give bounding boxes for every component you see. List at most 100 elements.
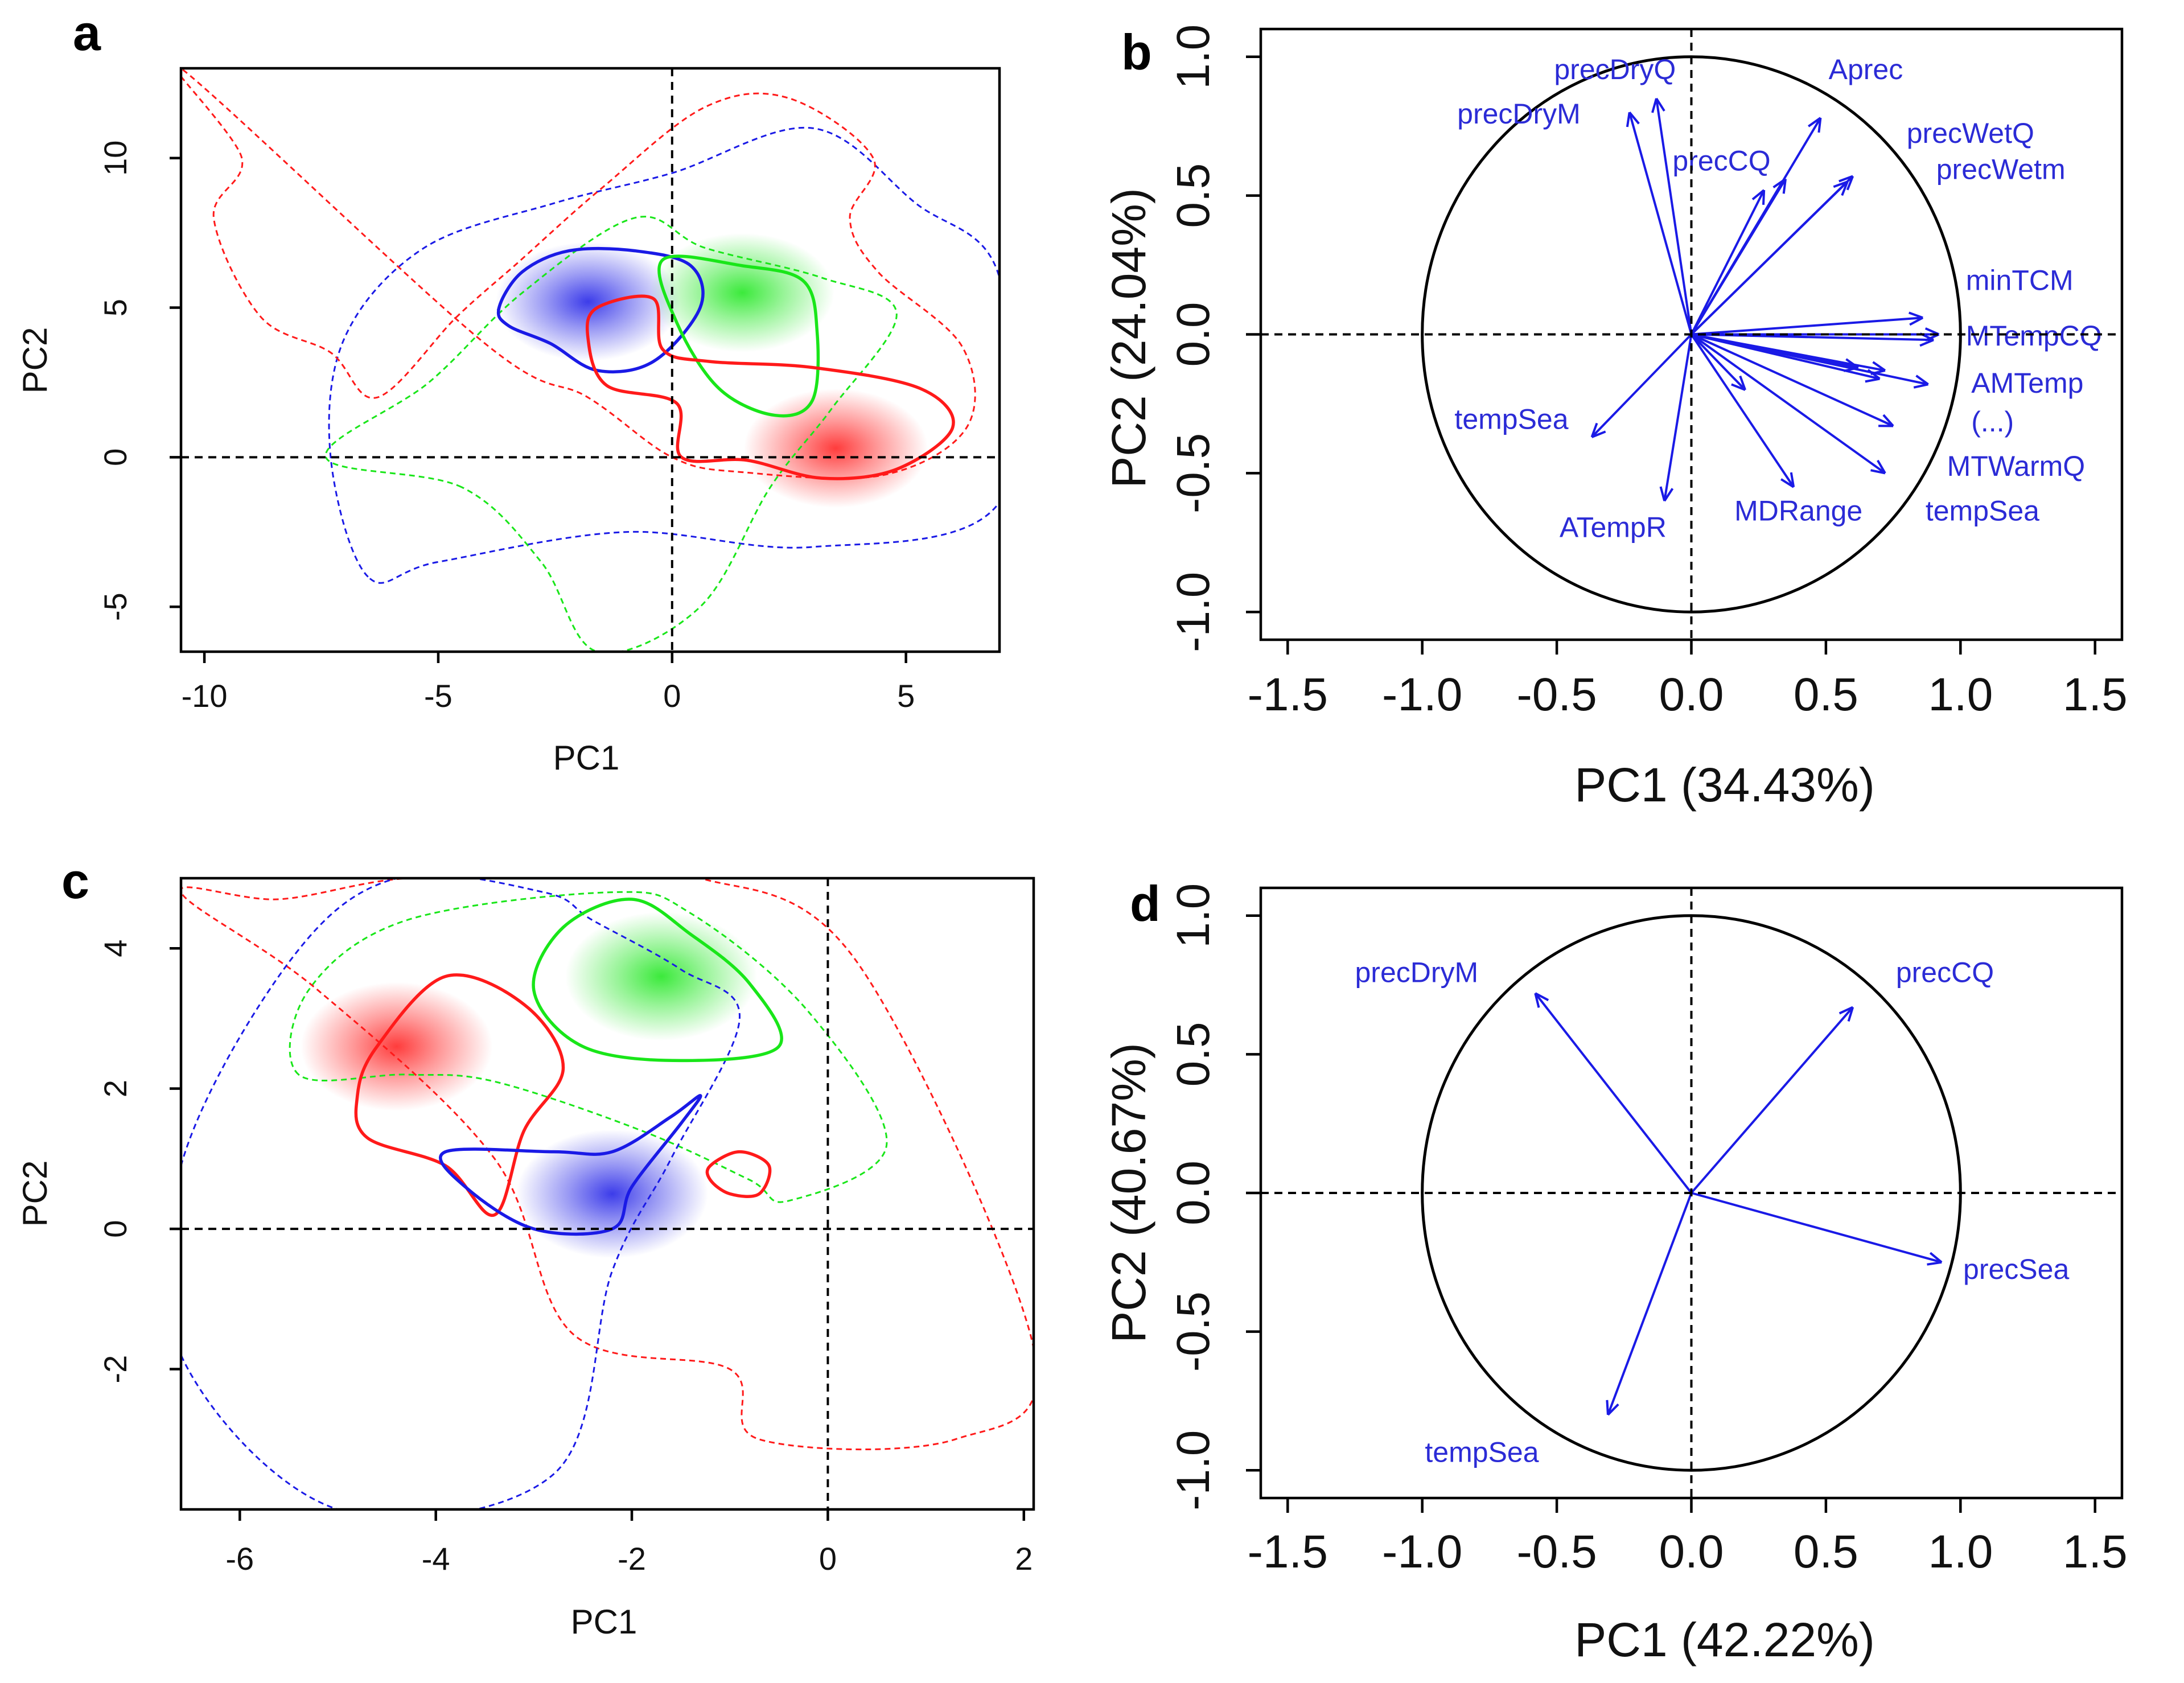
x-tick-label: 0.0 xyxy=(1659,669,1724,721)
y-tick-label: 10 xyxy=(97,141,133,176)
loading-arrow-v17 xyxy=(1691,334,1746,391)
panel-letter-c: c xyxy=(61,853,89,909)
red-density-shading xyxy=(743,389,928,508)
arrowhead-Aprec xyxy=(1808,117,1822,133)
y-tick-label: 1.0 xyxy=(1167,24,1219,89)
variable-label: precDryQ xyxy=(1554,54,1676,85)
loading-arrow-v7 xyxy=(1690,178,1787,335)
y-tick-label: -5 xyxy=(97,592,133,621)
variable-label: tempSea xyxy=(1425,1437,1539,1468)
arrowhead-precWetQ xyxy=(1838,175,1854,191)
x-axis-title: PC1 (34.43%) xyxy=(1574,758,1875,812)
arrowhead-precCQ xyxy=(1838,1006,1854,1022)
red-niche-contour xyxy=(354,973,565,1217)
variable-label: precWetQ xyxy=(1907,117,2034,149)
x-tick-label: 1.5 xyxy=(2063,669,2128,721)
niche-layer xyxy=(181,878,1034,1509)
niche-layer xyxy=(181,68,1000,652)
green-density-shading xyxy=(565,912,758,1041)
x-axis-title: PC1 (42.22%) xyxy=(1574,1613,1875,1666)
x-axis-title: PC1 xyxy=(571,1603,637,1641)
x-tick-label: 0.5 xyxy=(1794,669,1858,721)
arrowhead-precWetm xyxy=(1833,180,1849,196)
x-tick-label: 0 xyxy=(663,678,681,714)
panel-letter-d: d xyxy=(1130,875,1161,932)
green-niche-contour xyxy=(532,898,783,1063)
x-tick-label: 0.5 xyxy=(1794,1526,1858,1578)
x-tick-label: 0.0 xyxy=(1659,1526,1724,1578)
arrowhead-minTCM xyxy=(1909,311,1924,326)
loading-arrow-precDryM xyxy=(1628,112,1693,335)
variable-label: precCQ xyxy=(1896,957,1994,989)
variable-label: precCQ xyxy=(1672,145,1770,177)
y-tick-label: -1.0 xyxy=(1167,572,1219,652)
arrowhead-ATempR xyxy=(1659,486,1674,502)
loading-arrow-tempSea xyxy=(1691,333,1886,474)
variable-label: minTCM xyxy=(1966,264,2074,296)
loading-arrow-precCQ xyxy=(1690,189,1765,335)
panel-d: precDryM precCQ precSea tempSea -1.5 -1.0 -0.5… xyxy=(1102,875,2128,1666)
loading-arrow-tempSea xyxy=(1591,334,1692,438)
arrowhead-tempSea xyxy=(1590,422,1606,438)
y-tick-label: 1.0 xyxy=(1167,883,1219,948)
panel-a: -10 -5 0 5 -5 0 5 10 PC1 PC2 a xyxy=(16,5,1001,777)
variable-label: MTempCQ xyxy=(1966,320,2102,352)
x-tick-label: -4 xyxy=(422,1541,450,1577)
x-tick-label: 1.0 xyxy=(1928,669,1993,721)
x-tick-label: 1.0 xyxy=(1928,1526,1993,1578)
arrowhead-v7 xyxy=(1772,178,1787,194)
y-tick-label: 0.5 xyxy=(1167,163,1219,228)
arrowhead-MDRange xyxy=(1780,472,1795,488)
green-environment-extent-contour xyxy=(289,891,888,1203)
variable-label: ATempR xyxy=(1560,512,1667,544)
variable-label: (...) xyxy=(1971,406,2014,438)
y-tick-label: 5 xyxy=(97,299,133,316)
red-environment-extent-contour xyxy=(181,878,1034,1451)
loading-arrow-minTCM xyxy=(1691,316,1923,336)
x-tick-label: -6 xyxy=(225,1541,254,1577)
plot-frame xyxy=(179,877,1035,1511)
loading-arrow-precDryM xyxy=(1534,992,1693,1194)
x-tick-label: -0.5 xyxy=(1516,669,1597,721)
x-tick-label: 0 xyxy=(819,1541,837,1577)
loading-arrow-MDRange xyxy=(1690,334,1795,488)
variable-label: tempSea xyxy=(1454,403,1568,435)
red-niche-contour xyxy=(705,1150,772,1198)
loading-arrow-precCQ xyxy=(1690,1006,1854,1194)
arrowhead-precSea xyxy=(1927,1252,1943,1266)
y-axis-title: PC2 (40.67%) xyxy=(1102,1043,1155,1343)
blue-niche-contour xyxy=(439,1094,702,1236)
panel-letter-b: b xyxy=(1121,24,1152,80)
loading-arrow-v14 xyxy=(1691,333,1880,380)
variable-label: precWetm xyxy=(1936,153,2066,185)
x-tick-label: -1.5 xyxy=(1248,1526,1328,1578)
red-density-shading xyxy=(301,982,493,1111)
green-niche-contour xyxy=(657,254,820,418)
panel-b: precDryQ precDryM precCQ Aprec precWetQ precW… xyxy=(1102,24,2128,812)
y-tick-label: 2 xyxy=(97,1080,133,1097)
arrowhead-tempSea xyxy=(1606,1400,1619,1416)
y-tick-label: -2 xyxy=(97,1355,133,1384)
y-tick-label: 0 xyxy=(97,448,133,466)
x-tick-label: -0.5 xyxy=(1516,1526,1597,1578)
y-axis-title: PC2 xyxy=(16,1161,54,1227)
y-tick-label: -0.5 xyxy=(1167,433,1219,513)
arrowhead-precDryM xyxy=(1626,112,1640,127)
x-axis-title: PC1 xyxy=(553,739,620,777)
variable-label: MDRange xyxy=(1734,495,1862,526)
panel-letter-a: a xyxy=(73,5,101,61)
arrowhead-v17 xyxy=(1731,375,1746,391)
y-axis-title: PC2 xyxy=(16,327,54,394)
y-tick-label: 0 xyxy=(97,1220,133,1238)
blue-niche-contour xyxy=(496,246,705,374)
x-tick-label: 5 xyxy=(897,678,915,714)
loading-arrow-tempSea xyxy=(1607,1192,1693,1415)
loading-arrow-precSea xyxy=(1691,1192,1942,1264)
y-tick-label: -1.0 xyxy=(1167,1430,1219,1511)
red-niche-contour xyxy=(585,294,955,480)
arrowhead-v14 xyxy=(1865,369,1881,383)
variable-label: AMTemp xyxy=(1971,367,2083,399)
loading-arrow-ATempR xyxy=(1663,334,1693,501)
arrowhead-precDryQ xyxy=(1651,97,1665,113)
